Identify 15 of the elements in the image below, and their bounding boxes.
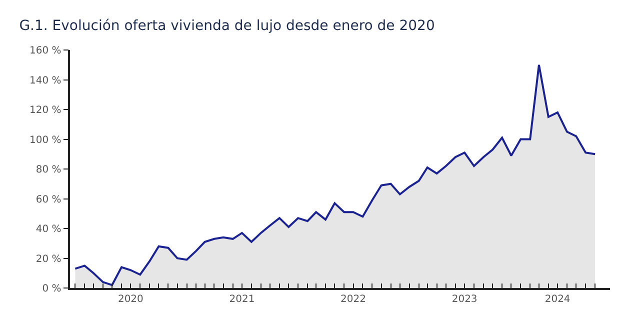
- y-tick-label: 120 %: [29, 105, 62, 116]
- x-tick-label: 2024: [544, 294, 570, 305]
- y-tick-label: 0 %: [42, 284, 62, 294]
- y-tick-label: 100 %: [29, 134, 62, 146]
- y-tick-label: 60 %: [36, 194, 62, 206]
- y-tick-label: 140 %: [29, 75, 62, 86]
- x-tick-label: 2020: [118, 294, 144, 305]
- y-tick-label: 80 %: [36, 164, 62, 176]
- y-tick-label: 160 %: [29, 46, 62, 56]
- chart-title: G.1. Evolución oferta vivienda de lujo desde enero de 2020: [19, 18, 435, 34]
- y-tick-label: 20 %: [36, 254, 62, 265]
- x-tick-label: 2021: [229, 294, 255, 305]
- x-tick-label: 2023: [452, 294, 478, 305]
- x-tick-label: 2022: [340, 294, 366, 305]
- y-tick-label: 40 %: [36, 224, 62, 235]
